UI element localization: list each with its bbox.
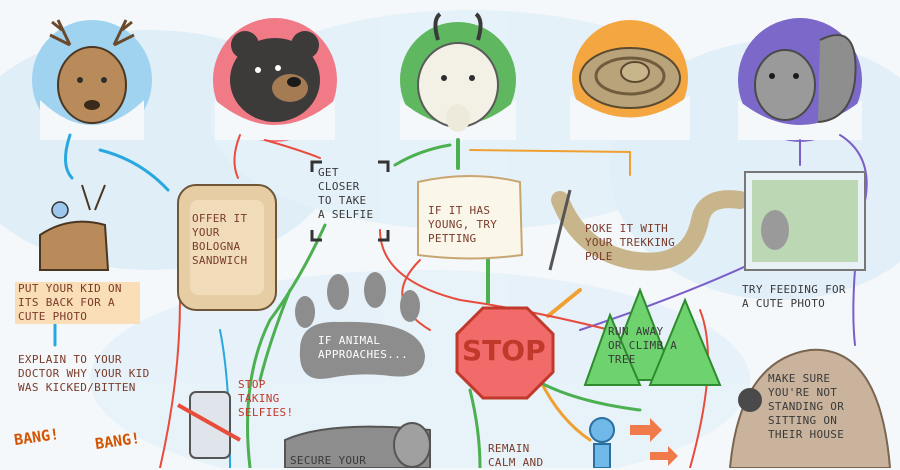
label-try-feeding: TRY FEEDING FOR A CUTE PHOTO	[742, 283, 846, 310]
feeding-photo-node	[744, 171, 866, 271]
rattlesnake-portrait	[570, 20, 690, 140]
label-poke: POKE IT WITH YOUR TREKKING POLE	[585, 222, 675, 263]
selfie-frame-node	[310, 160, 390, 242]
petting-node	[417, 175, 524, 260]
bin-node	[284, 422, 431, 468]
stop-sign-node	[455, 306, 555, 400]
label-stop: STOP	[462, 334, 546, 367]
label-if-approaches: IF ANIMAL APPROACHES...	[318, 334, 408, 361]
label-run-away: RUN AWAY OR CLIMB A TREE	[608, 325, 678, 366]
phone-node	[177, 391, 241, 459]
label-remain-calm: REMAIN CALM AND	[488, 442, 544, 469]
label-stop-selfies: STOP TAKING SELFIES!	[238, 378, 294, 419]
label-kid-photo: PUT YOUR KID ON ITS BACK FOR A CUTE PHOT…	[18, 282, 122, 323]
label-try-petting: IF IT HAS YOUNG, TRY PETTING	[428, 204, 498, 245]
bear-portrait	[213, 18, 337, 142]
squirrel-portrait	[738, 18, 862, 142]
label-explain-doctor: EXPLAIN TO YOUR DOCTOR WHY YOUR KID WAS …	[18, 353, 150, 394]
goat-portrait	[400, 12, 516, 140]
deer-portrait	[32, 19, 152, 140]
burrow-node	[728, 348, 892, 468]
trees-node	[583, 287, 722, 386]
pole-node	[548, 189, 749, 271]
person-figure	[589, 417, 678, 468]
kid-on-deer	[39, 184, 110, 271]
sandwich-node	[177, 184, 277, 311]
paw-node	[295, 272, 425, 379]
label-offer-sandwich: OFFER IT YOUR BOLOGNA SANDWICH	[192, 212, 248, 267]
label-highlights	[15, 282, 140, 324]
label-secure-your: SECURE YOUR	[290, 454, 367, 467]
label-get-closer: GET CLOSER TO TAKE A SELFIE	[318, 166, 374, 221]
label-make-sure: MAKE SURE YOU'RE NOT STANDING OR SITTING…	[768, 372, 845, 441]
